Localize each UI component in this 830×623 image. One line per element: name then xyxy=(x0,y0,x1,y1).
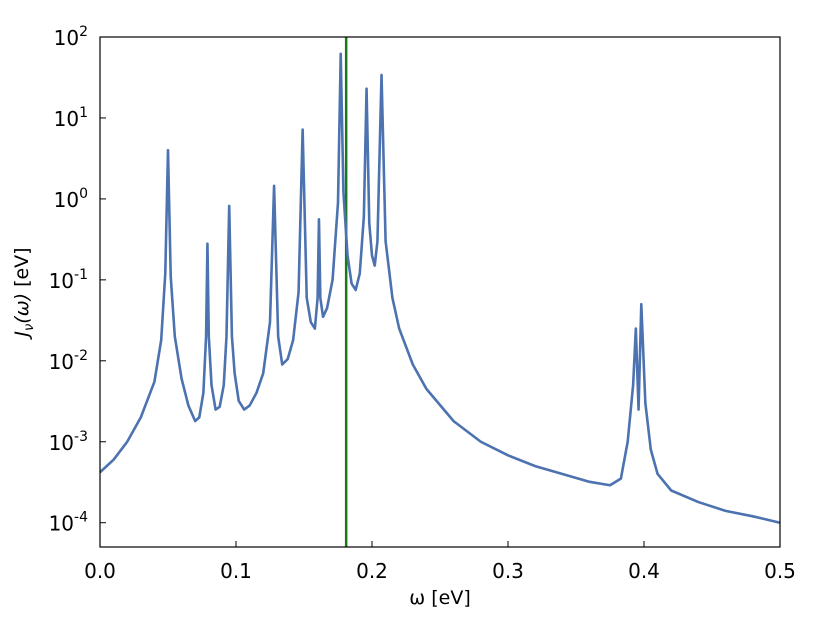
x-axis-label: ω [eV] xyxy=(409,587,470,609)
y-tick-label: 101 xyxy=(54,105,88,131)
x-axis-ticks: 0.0 0.1 0.2 0.3 0.4 0.5 xyxy=(84,541,796,583)
x-tick-label: 0.0 xyxy=(84,559,116,583)
y-axis-ticks: 102 101 100 10-1 10-2 10-3 10-4 xyxy=(49,24,106,536)
y-tick-label: 10-1 xyxy=(49,267,88,293)
x-tick-label: 0.5 xyxy=(764,559,796,583)
y-tick-label: 10-2 xyxy=(49,348,88,374)
y-tick-label: 10-3 xyxy=(49,429,88,455)
x-tick-label: 0.3 xyxy=(492,559,524,583)
x-tick-label: 0.2 xyxy=(356,559,388,583)
plot-frame xyxy=(99,36,781,548)
series-line xyxy=(99,52,781,524)
x-tick-label: 0.4 xyxy=(628,559,660,583)
y-tick-label: 100 xyxy=(54,186,88,212)
y-axis-label: Jν(ω) [eV] xyxy=(11,247,37,340)
y-tick-label: 102 xyxy=(54,24,88,50)
x-tick-label: 0.1 xyxy=(220,559,252,583)
y-tick-label: 10-4 xyxy=(49,510,89,536)
